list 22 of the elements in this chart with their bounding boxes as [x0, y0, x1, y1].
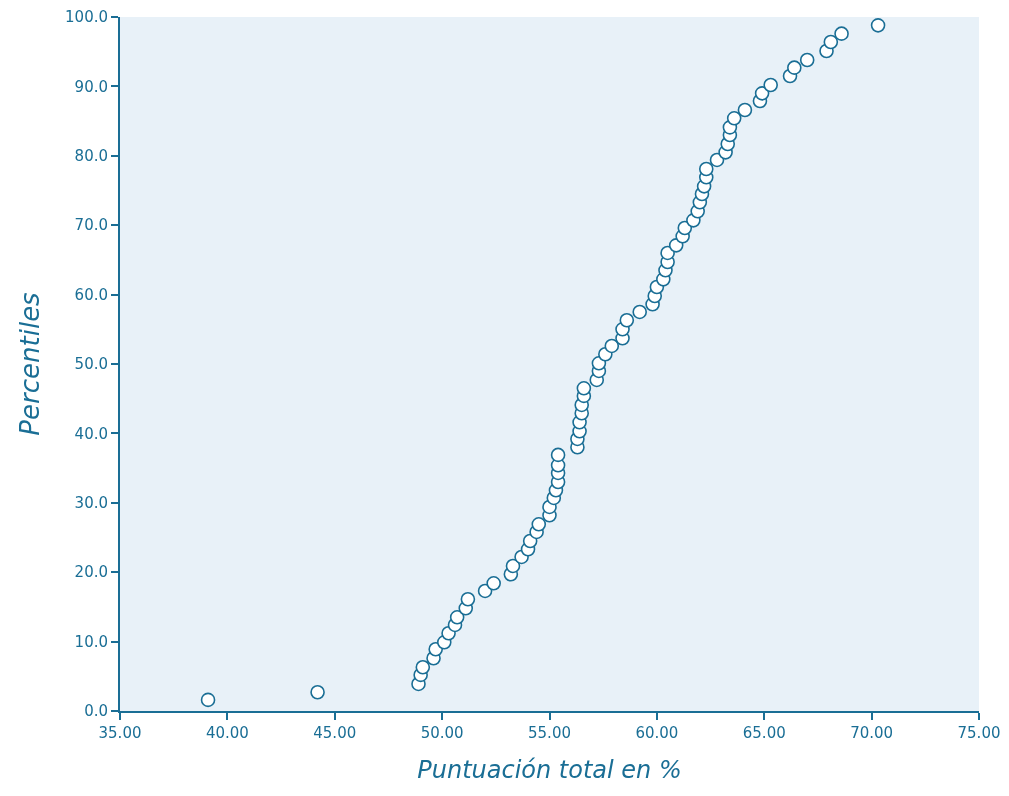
y-tick-label: 80.0 — [74, 147, 108, 166]
y-axis-title: Percentiles — [14, 292, 45, 436]
x-tick-label: 70.00 — [850, 724, 894, 742]
y-tick-label: 10.0 — [74, 632, 108, 651]
x-tick-label: 60.00 — [635, 724, 679, 742]
x-tick-label: 65.00 — [742, 724, 786, 742]
y-tick-label: 0.0 — [84, 702, 108, 721]
x-tick-label: 45.00 — [313, 724, 357, 742]
x-tick-label: 75.00 — [957, 724, 1001, 742]
x-tick-label: 50.00 — [420, 724, 464, 742]
x-axis-title: Puntuación total en % — [417, 755, 682, 784]
y-tick-label: 70.0 — [74, 216, 108, 235]
y-tick-label: 60.0 — [74, 285, 108, 304]
y-tick-label: 100.0 — [65, 8, 108, 27]
x-tick-label: 35.00 — [98, 724, 142, 742]
y-tick-label: 40.0 — [74, 424, 108, 443]
y-tick-label: 20.0 — [74, 563, 108, 582]
y-tick-label: 50.0 — [74, 355, 108, 374]
x-tick-label: 55.00 — [528, 724, 571, 742]
y-tick-label: 30.0 — [74, 494, 108, 513]
x-tick-label: 40.00 — [205, 724, 249, 742]
y-tick-label: 90.0 — [74, 77, 108, 96]
